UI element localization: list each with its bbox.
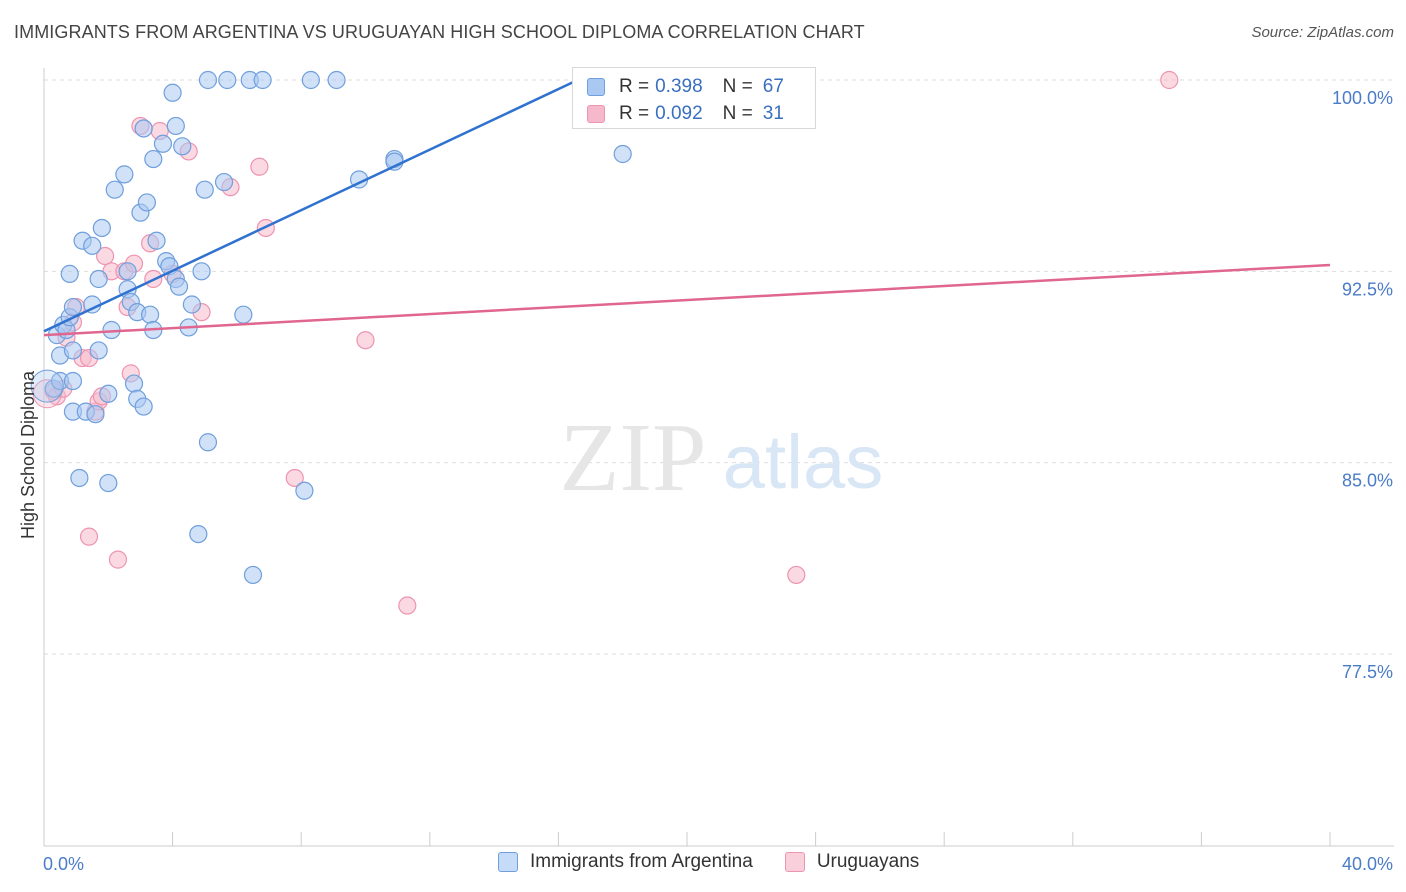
argentina-trend-line bbox=[43, 78, 579, 333]
argentina-point-10 bbox=[60, 264, 79, 283]
argentina-point-56 bbox=[214, 172, 234, 192]
uruguayans-point-33 bbox=[1160, 70, 1179, 90]
argentina-point-62 bbox=[301, 70, 320, 90]
argentina-point-11 bbox=[63, 371, 83, 391]
x-tick-label-1: 40.0% bbox=[1342, 854, 1393, 874]
watermark-zip: ZIP bbox=[560, 404, 707, 512]
argentina-point-20 bbox=[92, 218, 111, 238]
argentina-point-36 bbox=[140, 305, 160, 324]
argentina-point-8 bbox=[63, 297, 83, 317]
correlation-legend: R = 0.398 N = 67 R = 0.092 N = 31 bbox=[572, 67, 816, 129]
y-tick-label-0: 77.5% bbox=[1342, 662, 1393, 682]
x-tick-label-0: 0.0% bbox=[43, 854, 84, 874]
argentina-point-33 bbox=[134, 397, 153, 416]
legend-label-argentina: Immigrants from Argentina bbox=[530, 851, 753, 872]
argentina-point-55 bbox=[218, 70, 237, 90]
legend-swatch-argentina bbox=[498, 852, 518, 872]
n-label: N = bbox=[722, 76, 753, 97]
r-value-uruguayans: 0.092 bbox=[655, 103, 703, 124]
legend-row-argentina: R = 0.398 N = 67 bbox=[587, 75, 784, 99]
uruguayans-point-30 bbox=[356, 331, 375, 350]
argentina-point-6 bbox=[63, 341, 83, 360]
uruguayans-point-14 bbox=[108, 550, 128, 569]
argentina-point-25 bbox=[115, 165, 134, 184]
axes bbox=[43, 68, 1394, 847]
argentina-point-12 bbox=[70, 468, 89, 488]
argentina-point-39 bbox=[147, 231, 166, 250]
uruguayans-point-29 bbox=[285, 468, 304, 488]
argentina-point-52 bbox=[195, 180, 214, 199]
argentina-point-45 bbox=[166, 116, 185, 136]
watermark: ZIP atlas bbox=[560, 404, 884, 512]
argentina-point-37 bbox=[144, 149, 163, 169]
argentina-points bbox=[30, 70, 632, 585]
argentina-point-60 bbox=[253, 70, 272, 90]
argentina-point-17 bbox=[86, 405, 105, 424]
argentina-point-46 bbox=[169, 277, 189, 296]
gridlines bbox=[44, 79, 1394, 655]
y-tick-label-1: 85.0% bbox=[1342, 471, 1393, 491]
legend-item-argentina: Immigrants from Argentina bbox=[498, 851, 753, 873]
legend-swatch-uruguayans bbox=[784, 852, 805, 872]
argentina-point-22 bbox=[99, 473, 118, 493]
watermark-atlas: atlas bbox=[723, 420, 884, 505]
argentina-point-19 bbox=[89, 341, 108, 360]
argentina-point-63 bbox=[327, 70, 346, 90]
legend-swatch-pink bbox=[587, 105, 605, 123]
y-tick-label-3: 100.0% bbox=[1332, 88, 1393, 108]
n-value-argentina: 67 bbox=[762, 76, 784, 97]
legend-label-uruguayans: Uruguayans bbox=[816, 851, 920, 872]
legend-row-uruguayans: R = 0.092 N = 31 bbox=[587, 102, 784, 126]
argentina-point-59 bbox=[243, 565, 263, 585]
uruguayans-point-8 bbox=[79, 527, 99, 546]
argentina-point-53 bbox=[198, 433, 218, 452]
source-label: Source: ZipAtlas.com bbox=[1251, 24, 1394, 41]
argentina-point-51 bbox=[192, 262, 211, 281]
argentina-cluster bbox=[30, 369, 64, 403]
tick-labels: 77.5% 85.0% 92.5% 100.0% 0.0% 40.0% bbox=[43, 88, 1393, 874]
r-value-argentina: 0.398 bbox=[655, 76, 703, 97]
uruguayans-point-31 bbox=[398, 596, 417, 615]
y-tick-label-2: 92.5% bbox=[1342, 279, 1393, 299]
argentina-point-24 bbox=[105, 180, 124, 199]
argentina-point-40 bbox=[153, 134, 173, 153]
legend-swatch-blue bbox=[587, 78, 605, 96]
argentina-point-43 bbox=[163, 83, 182, 102]
uruguayans-point-32 bbox=[787, 565, 806, 585]
argentina-point-49 bbox=[182, 295, 201, 314]
legend-item-uruguayans: Uruguayans bbox=[784, 851, 920, 873]
argentina-point-21 bbox=[99, 384, 118, 403]
y-axis-title: High School Diploma bbox=[18, 370, 38, 539]
argentina-point-50 bbox=[189, 524, 208, 544]
n-value-uruguayans: 31 bbox=[762, 103, 784, 124]
chart-title: IMMIGRANTS FROM ARGENTINA VS URUGUAYAN H… bbox=[14, 22, 865, 42]
argentina-point-34 bbox=[134, 119, 153, 138]
uruguayans-point-12 bbox=[95, 246, 115, 266]
uruguayans-trend-line bbox=[43, 263, 1331, 337]
argentina-point-26 bbox=[118, 262, 137, 281]
series-legend: Immigrants from Argentina Uruguayans bbox=[498, 851, 951, 873]
argentina-point-47 bbox=[173, 137, 192, 156]
argentina-point-57 bbox=[234, 305, 253, 324]
n-label: N = bbox=[722, 103, 753, 124]
argentina-point-61 bbox=[295, 481, 314, 500]
argentina-point-67 bbox=[613, 144, 632, 164]
argentina-point-54 bbox=[198, 70, 218, 90]
uruguayans-point-27 bbox=[250, 157, 269, 176]
argentina-point-18 bbox=[89, 269, 108, 289]
r-label: R = bbox=[619, 103, 650, 124]
argentina-point-35 bbox=[137, 193, 156, 212]
argentina-point-16 bbox=[83, 236, 102, 255]
r-label: R = bbox=[619, 76, 650, 97]
argentina-point-29 bbox=[124, 374, 144, 393]
